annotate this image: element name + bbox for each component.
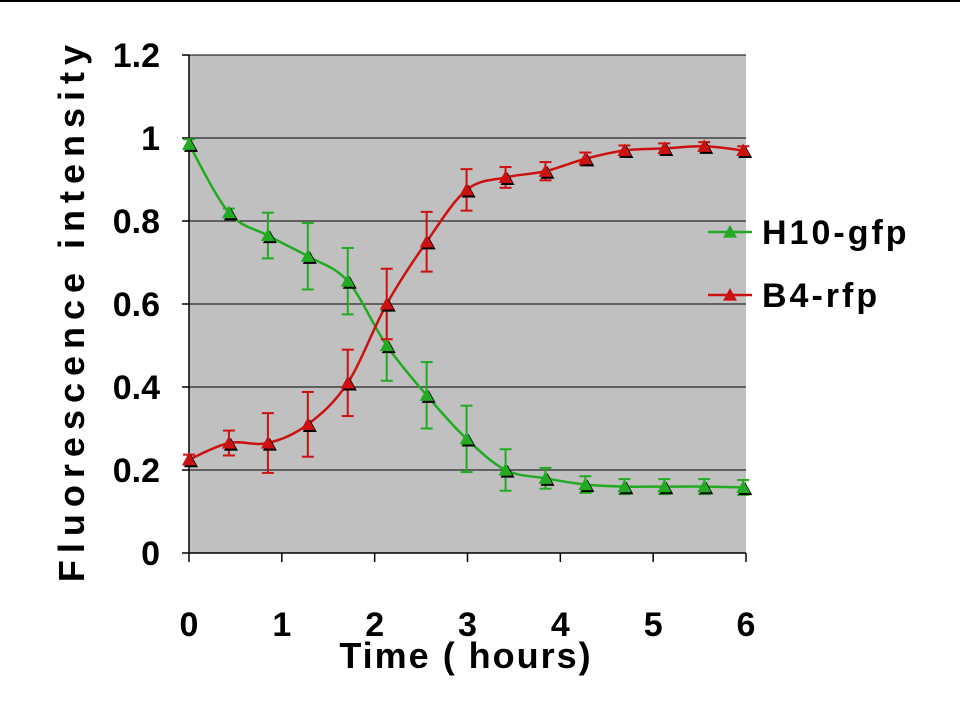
data-point [736,143,751,157]
data-point [379,297,394,310]
gridlines [189,54,746,471]
data-point [498,170,513,184]
data-point [379,338,394,352]
data-point [578,151,593,165]
data-point [419,388,434,401]
y-axis-title: Fluorescence intensity [51,38,92,582]
x-axis-title: Time ( hours) [339,635,592,676]
data-point [182,137,196,150]
data-point [260,436,275,449]
x-tick-label: 0 [180,606,199,644]
data-point [340,375,355,389]
legend-marker [723,225,737,238]
data-point [459,182,474,196]
data-point [697,139,712,152]
y-tick-label: 0.8 [113,203,160,241]
legend-item-1: B4-rfp [708,277,880,315]
data-point [459,431,474,445]
data-point [221,205,236,219]
y-tick-label: 0.4 [113,369,160,407]
y-ticks: 0 0.2 0.4 0.6 0.8 1 1.2 [113,37,189,573]
data-point [697,479,712,493]
legend: H10-gfp B4-rfp [708,214,910,315]
legend-item-0: H10-gfp [708,214,910,252]
x-tick-label: 2 [365,606,384,644]
legend-marker [723,288,737,301]
data-point [578,477,593,491]
x-tick-label: 3 [458,606,477,644]
y-tick-label: 1.2 [113,37,160,75]
data-point [300,417,315,430]
series-layer [182,137,753,496]
x-tick-label: 6 [737,606,756,644]
data-point [498,463,513,476]
data-point [419,234,434,248]
data-point [617,479,632,493]
y-tick-label: 1 [141,120,160,158]
y-tick-label: 0.6 [113,286,160,324]
series-0 [182,137,753,496]
x-tick-label: 5 [644,606,663,644]
y-tick-label: 0 [141,535,160,573]
data-point [340,274,355,287]
x-ticks: 0 1 2 3 4 5 6 [180,553,756,644]
x-tick-label: 4 [551,606,570,644]
data-point [736,480,751,494]
top-border-line [0,0,960,2]
data-point [260,228,275,242]
data-point [300,249,315,262]
data-point [538,471,553,484]
series-1 [182,139,753,474]
data-point [221,436,236,449]
data-point [182,452,196,466]
data-point [657,141,672,154]
legend-label: B4-rfp [762,277,880,315]
legend-label: H10-gfp [762,214,910,252]
y-tick-label: 0.2 [113,452,160,490]
x-tick-label: 1 [272,606,291,644]
data-point [617,143,632,157]
data-point [657,479,672,493]
data-point [538,164,553,177]
